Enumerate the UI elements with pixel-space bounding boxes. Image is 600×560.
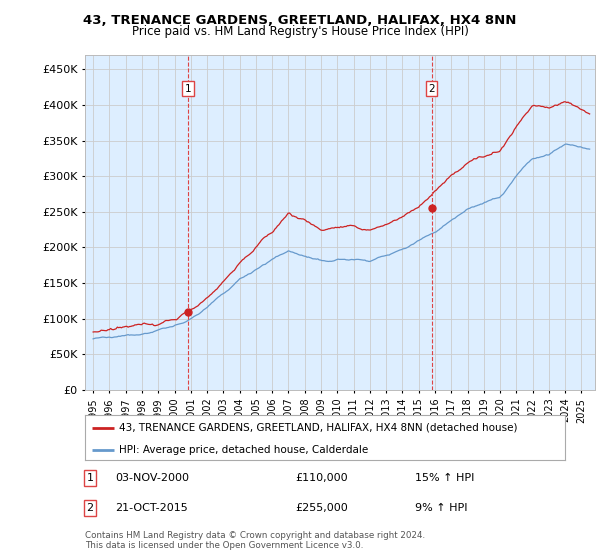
Text: 1: 1 <box>185 83 191 94</box>
Text: 03-NOV-2000: 03-NOV-2000 <box>115 473 189 483</box>
Text: 1: 1 <box>86 473 94 483</box>
Text: £255,000: £255,000 <box>295 503 348 513</box>
Text: 9% ↑ HPI: 9% ↑ HPI <box>415 503 467 513</box>
Text: 43, TRENANCE GARDENS, GREETLAND, HALIFAX, HX4 8NN (detached house): 43, TRENANCE GARDENS, GREETLAND, HALIFAX… <box>119 423 517 432</box>
Text: Price paid vs. HM Land Registry's House Price Index (HPI): Price paid vs. HM Land Registry's House … <box>131 25 469 38</box>
Text: 15% ↑ HPI: 15% ↑ HPI <box>415 473 475 483</box>
Text: £110,000: £110,000 <box>295 473 347 483</box>
Text: 21-OCT-2015: 21-OCT-2015 <box>115 503 188 513</box>
Text: 2: 2 <box>428 83 435 94</box>
Text: HPI: Average price, detached house, Calderdale: HPI: Average price, detached house, Cald… <box>119 445 368 455</box>
Text: 43, TRENANCE GARDENS, GREETLAND, HALIFAX, HX4 8NN: 43, TRENANCE GARDENS, GREETLAND, HALIFAX… <box>83 14 517 27</box>
Text: 2: 2 <box>86 503 94 513</box>
Text: Contains HM Land Registry data © Crown copyright and database right 2024.
This d: Contains HM Land Registry data © Crown c… <box>85 531 425 550</box>
